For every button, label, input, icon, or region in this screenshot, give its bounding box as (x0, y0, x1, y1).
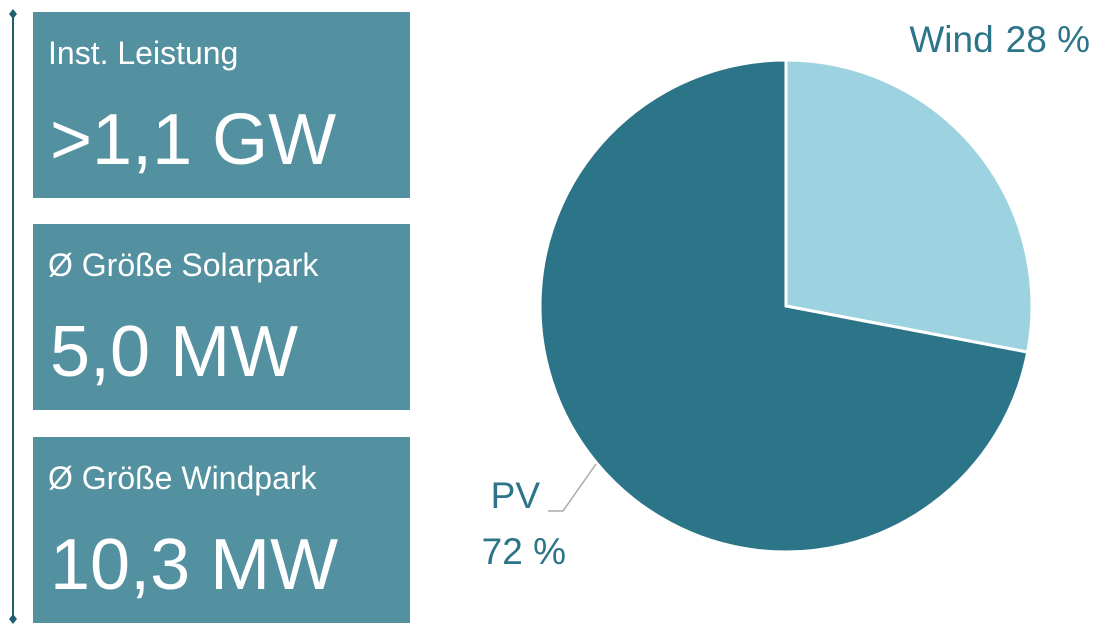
value-label: 72 % (482, 531, 566, 572)
kpi-box (33, 437, 410, 623)
kpi-box (33, 12, 410, 198)
kpi-label: Inst. Leistung (48, 35, 238, 71)
value-label: 28 % (1006, 19, 1090, 60)
pie-slice (538, 58, 1030, 554)
kpi-label: Ø Größe Windpark (48, 460, 318, 496)
timeline-end (9, 9, 17, 19)
kpi-value: 5,0 MW (50, 312, 298, 392)
category-label: Wind (909, 19, 993, 60)
kpi-value: 10,3 MW (50, 525, 338, 605)
category-label: PV (491, 475, 541, 516)
pie-slice (784, 58, 1034, 354)
kpi-label: Ø Größe Solarpark (48, 247, 319, 283)
slice-label: Wind 28 % (909, 19, 1090, 60)
pie-chart: Wind 28 % PV 72 % (482, 19, 1090, 572)
leader-line (548, 463, 597, 512)
kpi-value: >1,1 GW (50, 100, 336, 180)
timeline-end (9, 614, 17, 624)
kpi-box (33, 224, 410, 410)
kpi-list: Inst. Leistung >1,1 GW Ø Größe Solarpark 5,… (33, 12, 410, 623)
